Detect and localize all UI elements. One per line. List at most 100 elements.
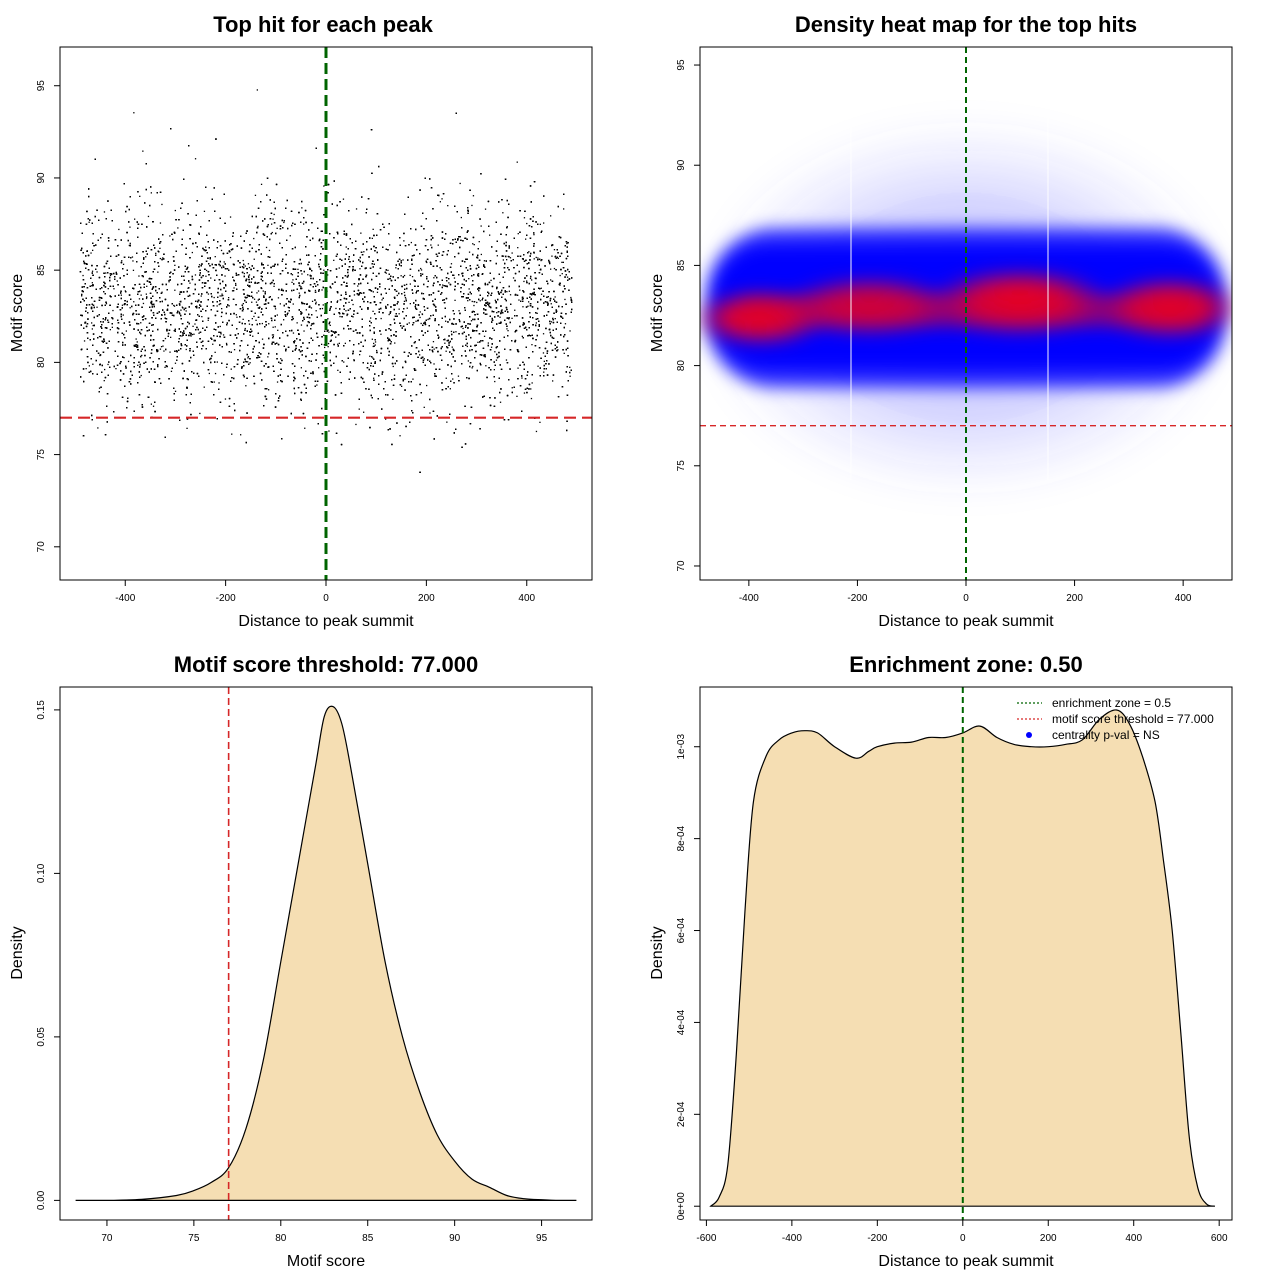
scatter-point — [307, 274, 309, 276]
scatter-point — [187, 287, 189, 289]
scatter-point — [292, 279, 294, 281]
scatter-point — [235, 314, 237, 316]
scatter-point — [90, 252, 92, 254]
scatter-point — [279, 303, 281, 305]
scatter-point — [528, 301, 530, 303]
scatter-point — [335, 336, 337, 338]
scatter-point — [233, 279, 235, 281]
scatter-point — [478, 241, 480, 243]
scatter-point — [539, 421, 541, 423]
scatter-point — [454, 299, 456, 301]
scatter-point — [467, 300, 469, 302]
scatter-point — [213, 381, 215, 383]
scatter-point — [535, 256, 537, 259]
scatter-point — [502, 259, 504, 261]
scatter-point — [426, 261, 428, 264]
scatter-point — [496, 312, 498, 314]
scatter-point — [260, 183, 263, 185]
scatter-point — [359, 332, 361, 334]
scatter-point — [409, 303, 411, 305]
scatter-point — [507, 255, 509, 258]
scatter-point — [358, 408, 360, 410]
scatter-point — [92, 363, 94, 365]
scatter-point — [483, 260, 486, 262]
scatter-point — [376, 349, 378, 352]
scatter-point — [131, 256, 134, 258]
scatter-point — [337, 300, 339, 302]
scatter-point — [193, 333, 195, 335]
scatter-point — [372, 291, 374, 293]
scatter-point — [359, 354, 361, 356]
scatter-point — [338, 267, 340, 269]
scatter-point — [519, 289, 521, 291]
scatter-point — [540, 268, 542, 270]
scatter-point — [494, 380, 496, 383]
scatter-point — [177, 227, 179, 229]
scatter-point — [551, 255, 553, 257]
scatter-point — [506, 291, 508, 293]
scatter-point — [445, 377, 447, 379]
scatter-point — [411, 276, 414, 278]
scatter-point — [486, 313, 488, 315]
scatter-point — [423, 358, 425, 360]
scatter-point — [122, 263, 125, 265]
scatter-point — [499, 281, 501, 284]
scatter-point — [394, 342, 396, 344]
scatter-point — [505, 359, 508, 361]
scatter-point — [450, 263, 453, 265]
scatter-point — [321, 289, 323, 291]
scatter-point — [445, 350, 447, 352]
scatter-point — [82, 274, 84, 277]
scatter-point — [405, 361, 407, 364]
scatter-point — [459, 182, 461, 185]
scatter-point — [452, 378, 454, 380]
scatter-point — [257, 225, 259, 227]
scatter-point — [483, 335, 486, 337]
scatter-point — [212, 343, 214, 345]
scatter-point — [249, 285, 251, 287]
scatter-point — [343, 361, 345, 363]
scatter-point — [222, 334, 225, 336]
scatter-point — [292, 332, 295, 334]
scatter-point — [437, 337, 440, 339]
scatter-point — [91, 270, 94, 272]
scatter-point — [225, 342, 228, 345]
scatter-point — [185, 348, 187, 351]
scatter-point — [272, 326, 274, 328]
scatter-point — [248, 274, 251, 276]
scatter-point — [509, 294, 512, 296]
scatter-point — [373, 342, 375, 345]
scatter-point — [476, 301, 478, 304]
scatter-point — [398, 264, 401, 266]
scatter-point — [533, 258, 535, 260]
scatter-point — [376, 291, 379, 293]
scatter-point — [273, 285, 275, 287]
scatter-point — [509, 257, 512, 259]
scatter-point — [301, 207, 303, 209]
scatter-point — [328, 430, 330, 432]
scatter-point — [499, 316, 501, 318]
scatter-point — [547, 296, 549, 298]
scatter-point — [168, 281, 170, 283]
scatter-point — [501, 309, 503, 311]
scatter-point — [559, 284, 561, 286]
scatter-point — [251, 301, 253, 303]
scatter-point — [392, 365, 394, 368]
scatter-point — [112, 309, 114, 312]
scatter-point — [323, 334, 325, 336]
scatter-point — [142, 150, 144, 152]
scatter-point — [566, 276, 569, 278]
scatter-point — [271, 231, 273, 234]
scatter-point — [518, 299, 520, 301]
scatter-point — [216, 361, 218, 363]
scatter-point — [329, 324, 331, 326]
scatter-point — [327, 342, 330, 345]
scatter-point — [256, 89, 258, 91]
scatter-point — [123, 357, 125, 359]
panel-scatter: Top hit for each peak -400 -200 0 200 400707… — [9, 12, 593, 630]
scatter-point — [145, 256, 147, 258]
scatter-point — [372, 310, 374, 312]
scatter-point — [321, 307, 324, 310]
scatter-point — [479, 300, 481, 302]
scatter-point — [230, 368, 232, 370]
